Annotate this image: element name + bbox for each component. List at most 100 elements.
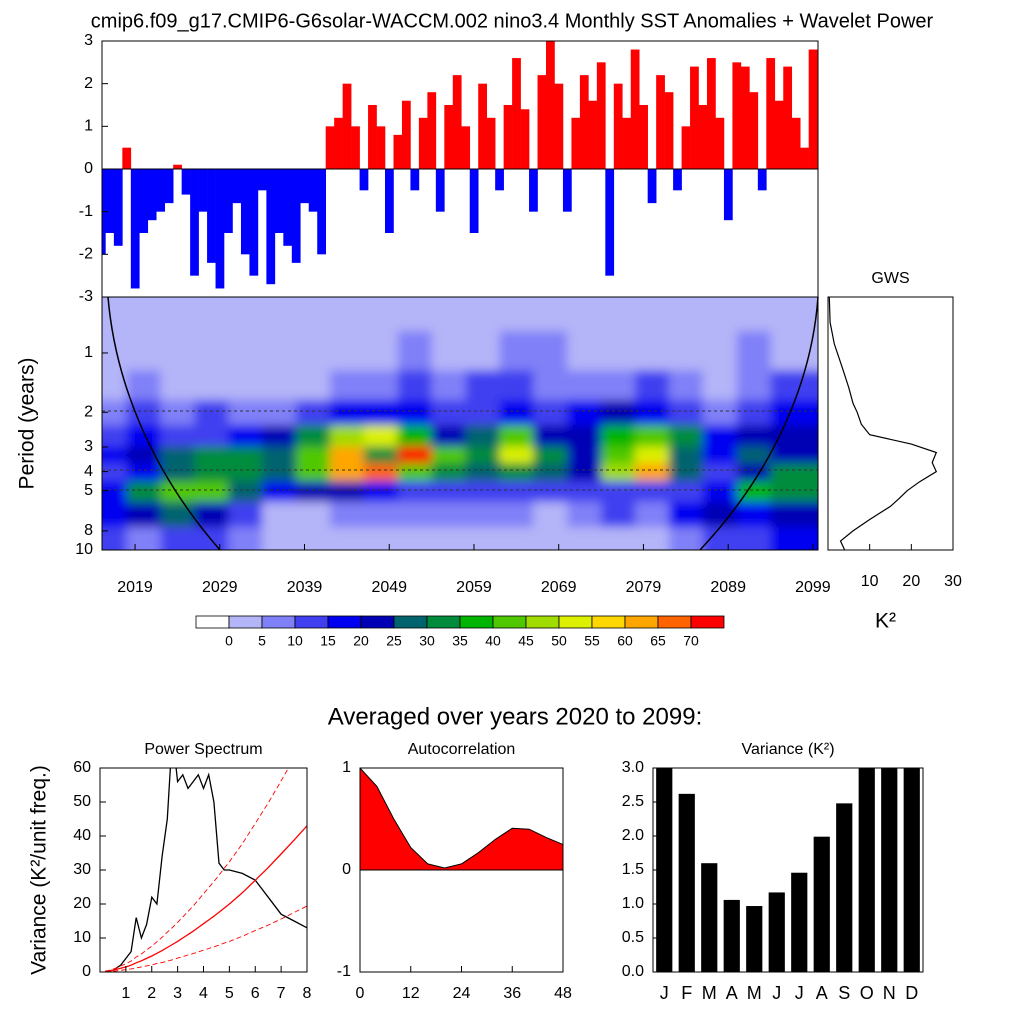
- bar: [147, 169, 157, 221]
- bar: [495, 169, 504, 191]
- wavelet-cell: [668, 446, 704, 464]
- wavelet-cell: [702, 481, 738, 503]
- y-tick-label: 5: [84, 482, 93, 499]
- gws-line: [828, 297, 938, 550]
- bar: [749, 92, 759, 169]
- wavelet-cell: [634, 297, 670, 332]
- x-tick-label: D: [905, 983, 918, 1003]
- wavelet-cell: [160, 331, 195, 371]
- y-tick-label: -3: [79, 288, 93, 305]
- bar: [113, 169, 123, 246]
- colorbar-box: [558, 615, 593, 629]
- wavelet-cell: [533, 331, 568, 371]
- wavelet-cell: [770, 297, 818, 332]
- wavelet-cell: [567, 527, 602, 550]
- bar: [393, 134, 403, 169]
- x-tick-label: 2079: [626, 579, 662, 596]
- bar: [529, 169, 538, 212]
- plot-area: [656, 768, 920, 972]
- wavelet-cell: [770, 399, 818, 426]
- x-tick-label: 2089: [710, 579, 746, 596]
- wavelet-cell: [465, 527, 500, 550]
- x-tick-label: 30: [944, 573, 962, 590]
- wavelet-cell: [770, 446, 818, 464]
- bar: [469, 169, 479, 233]
- colorbar-label: 25: [386, 633, 402, 649]
- wavelet-cell: [329, 527, 365, 550]
- wavelet-cell: [499, 463, 534, 482]
- wavelet-cell: [634, 463, 670, 482]
- colorbar-box: [624, 615, 659, 629]
- bar: [740, 66, 750, 169]
- bar: [588, 100, 598, 169]
- wavelet-cell: [329, 501, 365, 528]
- wavelet-cell: [397, 463, 433, 482]
- wavelet-cell: [160, 370, 195, 401]
- wavelet-cell: [770, 527, 818, 550]
- y-tick-label: 0: [82, 963, 91, 980]
- wavelet-cell: [668, 399, 704, 426]
- x-tick-label: A: [726, 983, 738, 1003]
- wavelet-cell: [228, 481, 263, 503]
- y-tick-label: 0: [342, 861, 351, 878]
- wavelet-cell: [126, 501, 161, 528]
- wavelet-cell: [296, 425, 331, 448]
- x-tick-label: 5: [225, 985, 234, 1002]
- wavelet-cell: [262, 370, 297, 401]
- x-tick-label: 48: [554, 985, 572, 1002]
- bar: [791, 117, 801, 169]
- wavelet-cell: [296, 527, 331, 550]
- bar: [257, 169, 267, 191]
- y-tick-label: 3: [84, 438, 93, 455]
- wavelet-cell: [431, 527, 467, 550]
- wavelet-cell: [329, 481, 365, 503]
- wavelet-cell: [601, 501, 636, 528]
- wavelet-cell: [431, 297, 467, 332]
- wavelet-cell: [431, 463, 467, 482]
- chart-title: Autocorrelation: [408, 741, 516, 758]
- wavelet-cell: [601, 446, 636, 464]
- wavelet-cell: [262, 446, 297, 464]
- colorbar-box: [360, 615, 395, 629]
- wavelet-cell: [262, 331, 297, 371]
- y-tick-label: 1: [342, 759, 351, 776]
- bar: [768, 892, 785, 972]
- colorbar-label: 55: [584, 633, 600, 649]
- wavelet-cell: [363, 481, 399, 503]
- wavelet-cell: [634, 331, 670, 371]
- x-tick-label: 2059: [456, 579, 492, 596]
- bar: [698, 105, 708, 169]
- x-axis-label: K²: [875, 610, 896, 633]
- wavelet-cell: [102, 399, 128, 426]
- y-tick-label: 10: [75, 541, 93, 558]
- y-tick-label: 1.0: [622, 895, 644, 912]
- wavelet-cell: [194, 331, 229, 371]
- wavelet-cell: [296, 399, 331, 426]
- colorbar-box: [459, 615, 494, 629]
- bar: [452, 75, 462, 169]
- cone-of-influence: [107, 296, 221, 551]
- wavelet-cell: [194, 399, 229, 426]
- chart-title: GWS: [871, 270, 909, 287]
- colorbar-label: 50: [551, 633, 567, 649]
- wavelet-cell: [567, 399, 602, 426]
- bar: [105, 169, 115, 233]
- bar: [198, 169, 208, 212]
- wavelet-cell: [228, 463, 263, 482]
- wavelet-cell: [397, 399, 433, 426]
- bar: [579, 75, 589, 169]
- bar: [706, 58, 716, 169]
- wavelet-cell: [262, 399, 297, 426]
- wavelet-cell: [702, 446, 738, 464]
- wavelet-cell: [567, 446, 602, 464]
- wavelet-cell: [533, 297, 568, 332]
- x-tick-label: 2029: [202, 579, 238, 596]
- wavelet-cell: [363, 425, 399, 448]
- wavelet-cell: [431, 501, 467, 528]
- chart-title: Variance (K²): [741, 741, 834, 758]
- colorbar-label: 45: [518, 633, 534, 649]
- wavelet-cell: [262, 425, 297, 448]
- wavelet-cell: [126, 481, 161, 503]
- wavelet-cell: [194, 425, 229, 448]
